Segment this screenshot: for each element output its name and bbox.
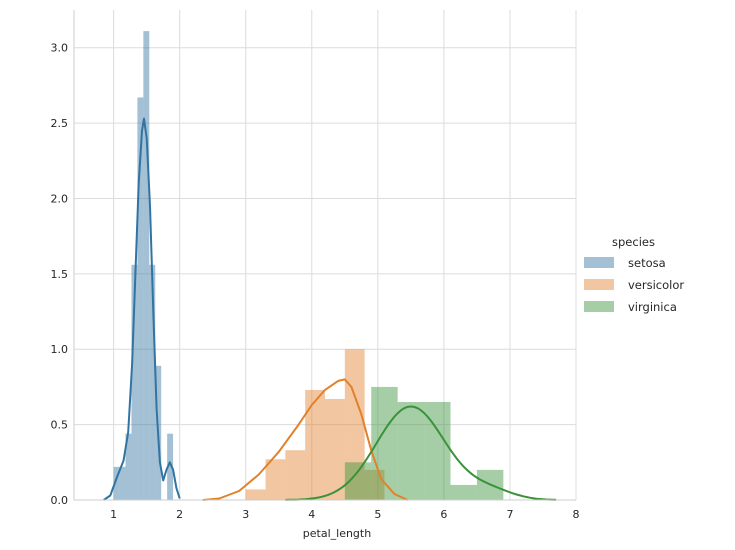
histogram-bar-setosa — [149, 264, 156, 500]
y-tick-label: 2.0 — [51, 192, 69, 205]
kde-curve-virginica — [285, 405, 557, 501]
kde-curves — [103, 117, 557, 501]
x-tick-label: 1 — [110, 508, 117, 521]
x-tick-label: 2 — [176, 508, 183, 521]
kde-curve-setosa — [103, 117, 181, 501]
legend-swatch-virginica — [584, 301, 614, 312]
axes — [73, 10, 576, 501]
histogram-bar-virginica — [397, 402, 425, 500]
x-tick-label: 5 — [374, 508, 381, 521]
histogram-bar-setosa — [119, 466, 126, 500]
histogram-bar-virginica — [450, 484, 477, 500]
legend-label-setosa: setosa — [628, 256, 666, 270]
histogram-bar-versicolor — [285, 450, 306, 500]
histogram-bar-setosa — [131, 264, 138, 500]
histogram-bar-versicolor — [344, 349, 365, 500]
histogram-bar-setosa — [137, 97, 144, 500]
histogram-bar-versicolor — [364, 469, 385, 500]
legend-label-versicolor: versicolor — [628, 278, 684, 292]
y-tick-label: 0.0 — [51, 494, 69, 507]
y-tick-label: 1.0 — [51, 343, 69, 356]
kde-curve-versicolor — [202, 378, 409, 501]
x-tick-label: 4 — [308, 508, 315, 521]
legend-title: species — [612, 235, 655, 249]
histogram-bar-versicolor — [265, 459, 286, 500]
x-tick-label: 8 — [573, 508, 580, 521]
y-tick-label: 2.5 — [51, 117, 69, 130]
histogram-bar-versicolor — [245, 489, 266, 500]
grid — [74, 10, 577, 501]
x-axis-label: petal_length — [303, 527, 371, 540]
legend-swatch-setosa — [584, 257, 614, 268]
x-tick-label: 3 — [242, 508, 249, 521]
x-tick-label: 6 — [440, 508, 447, 521]
x-tick-label: 7 — [506, 508, 513, 521]
histogram-bar-setosa — [143, 31, 150, 500]
histogram-bars — [113, 31, 504, 500]
y-tick-label: 3.0 — [51, 42, 69, 55]
histogram-bar-setosa — [125, 433, 132, 500]
legend-label-virginica: virginica — [628, 300, 677, 314]
histogram-bar-versicolor — [305, 389, 325, 500]
histogram-bar-setosa — [167, 433, 174, 500]
histogram-bar-versicolor — [325, 398, 345, 500]
y-tick-label: 1.5 — [51, 268, 69, 281]
histogram-bar-setosa — [113, 466, 120, 500]
y-tick-label: 0.5 — [51, 419, 69, 432]
legend-swatch-versicolor — [584, 279, 614, 290]
tick-labels: 1 2 3 4 5 6 7 8 0.0 0.5 1.0 1.5 2.0 2.5 3.0 — [51, 42, 580, 521]
legend: species setosa versicolor virginica — [584, 235, 684, 314]
